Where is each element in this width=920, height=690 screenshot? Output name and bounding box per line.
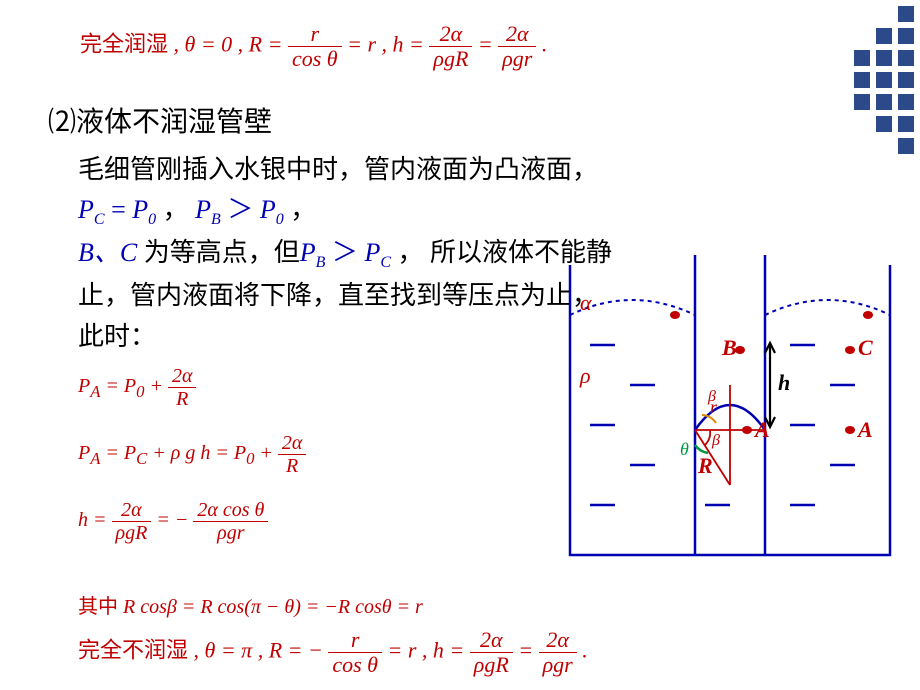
subheading-nonwetting: ⑵液体不润湿管壁 — [48, 100, 272, 140]
label-beta: β — [711, 432, 720, 449]
label-h: h — [778, 370, 790, 395]
equation-column: PA = P0 + 2αR PA = PC + ρ g h = P0 + 2αR… — [78, 355, 306, 566]
equation-bottom: 完全不润湿 , θ = π , R = − rcos θ = r , h = 2… — [78, 628, 588, 677]
capillary-diagram: α ρ B C A A h r R θ β β — [560, 255, 900, 565]
label-alpha: α — [580, 290, 592, 315]
equation-note: 其中 R cosβ = R cos(π − θ) = −R cosθ = r — [78, 590, 423, 619]
label-beta2: β — [707, 388, 716, 405]
label-A2: A — [856, 417, 873, 442]
label-R: R — [697, 453, 713, 478]
label-theta: θ — [680, 439, 689, 459]
decor-squares — [854, 6, 914, 154]
label-C: C — [858, 335, 873, 360]
label-A: A — [753, 417, 770, 442]
explanation-paragraph: 毛细管刚插入水银中时，管内液面为凸液面，PC = P0 ， PB ＞ P0 ， … — [78, 150, 618, 357]
equation-top: 完全润湿 , θ = 0 , R = rcos θ = r , h = 2αρg… — [80, 22, 547, 71]
label-B: B — [721, 335, 737, 360]
label-complete-wet: 完全润湿 — [80, 32, 168, 57]
label-rho: ρ — [579, 363, 591, 388]
